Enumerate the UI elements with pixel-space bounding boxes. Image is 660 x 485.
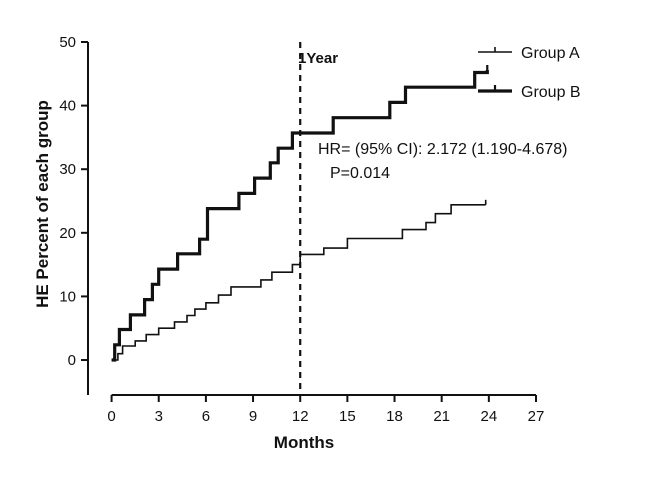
- y-tick-label: 20: [59, 225, 76, 242]
- legend-label-group-a: Group A: [521, 45, 580, 62]
- x-tick-label: 15: [339, 408, 356, 425]
- p-value-annotation: P=0.014: [330, 165, 390, 182]
- legend-item-group-a: Group A: [478, 45, 580, 62]
- y-tick-label: 40: [59, 98, 76, 115]
- x-axis-title: Months: [274, 433, 334, 452]
- x-tick-label: 27: [528, 408, 545, 425]
- x-tick-label: 9: [249, 408, 257, 425]
- plot-area: [111, 64, 489, 362]
- y-axis-ticks: 0 10 20 30 40 50: [59, 34, 88, 369]
- legend: Group A Group B: [478, 45, 581, 101]
- x-tick-label: 18: [386, 408, 403, 425]
- legend-label-group-b: Group B: [521, 84, 581, 101]
- y-axis-title: HE Percent of each group: [33, 100, 52, 308]
- y-tick-label: 0: [68, 352, 76, 369]
- x-tick-label: 6: [202, 408, 210, 425]
- y-tick-label: 50: [59, 34, 76, 51]
- x-tick-label: 3: [155, 408, 163, 425]
- legend-item-group-b: Group B: [478, 84, 581, 101]
- x-axis-ticks: 0 3 6 9 12 15 18 21 24 27: [107, 395, 544, 425]
- hazard-ratio-annotation: HR= (95% CI): 2.172 (1.190-4.678): [318, 141, 567, 158]
- series-line-group-b: [111, 70, 489, 362]
- one-year-label: 1Year: [298, 50, 338, 67]
- x-tick-label: 12: [292, 408, 309, 425]
- x-tick-label: 24: [480, 408, 497, 425]
- series-line-group-a: [111, 204, 486, 361]
- y-tick-label: 10: [59, 288, 76, 305]
- y-tick-label: 30: [59, 161, 76, 178]
- x-tick-label: 21: [433, 408, 450, 425]
- x-tick-label: 0: [107, 408, 115, 425]
